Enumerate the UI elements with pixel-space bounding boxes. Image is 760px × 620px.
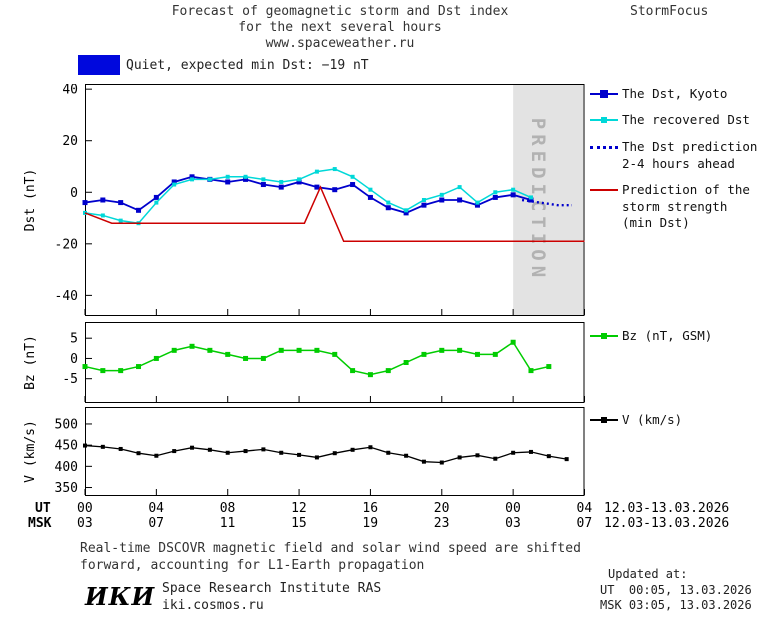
dst-kyoto-marker	[590, 90, 618, 98]
note-line-1: Real-time DSCOVR magnetic field and sola…	[80, 541, 581, 556]
x-tick-label: 11	[219, 516, 236, 531]
x-tick-label: 00	[77, 501, 93, 516]
x-tick-label: 04	[576, 501, 593, 516]
bz-y-tick-label: -5	[62, 372, 78, 387]
dst-kyoto-marker-square	[600, 90, 608, 98]
msk-tick-row: MSK 12.03-13.03.2026 03 07 11 15 19 23 03 07	[0, 516, 760, 531]
v-marker	[590, 417, 618, 423]
recovered-dst-marker	[590, 117, 618, 123]
ut-tick-row: UT 12.03-13.03.2026 00 04 08 12 16 20 00 04	[0, 501, 760, 516]
brand-label: StormFocus	[630, 4, 709, 19]
x-tick-label: 19	[362, 516, 379, 531]
x-tick-label: 23	[433, 516, 450, 531]
legend-bz: Bz (nT, GSM)	[590, 328, 712, 345]
updated-at-label: Updated at:	[608, 567, 688, 581]
legend-bz-label: Bz (nT, GSM)	[622, 328, 713, 343]
note-line-2: forward, accounting for L1-Earth propaga…	[80, 558, 425, 573]
v-line	[84, 444, 567, 464]
legend-storm-line2: storm strength	[622, 198, 728, 214]
v-axis-title: V (km/s)	[23, 420, 38, 483]
recovered-dst-line	[84, 168, 532, 225]
x-tick-label: 07	[576, 516, 593, 531]
title-line-2: for the next several hours	[238, 20, 442, 35]
x-tick-label: 03	[505, 516, 521, 531]
legend-storm-line3: (min Dst)	[622, 215, 690, 230]
legend-v-label: V (km/s)	[622, 412, 683, 427]
legend-dst-kyoto-label: The Dst, Kyoto	[622, 86, 728, 101]
legend-recovered-dst-label: The recovered Dst	[622, 112, 750, 127]
legend-dst-prediction-line2: 2-4 hours ahead	[622, 155, 735, 171]
x-tick-label: 12	[291, 501, 307, 516]
ut-date-range: 12.03-13.03.2026	[604, 501, 730, 516]
storm-prediction-line	[84, 185, 585, 242]
status-color-box	[78, 55, 120, 75]
v-y-tick-label: 350	[55, 481, 78, 496]
iki-site-link[interactable]: iki.cosmos.ru	[162, 598, 264, 613]
x-tick-label: 20	[433, 501, 450, 516]
page-title: Forecast of geomagnetic storm and Dst in…	[120, 4, 560, 52]
updated-ut-time: UT 00:05, 13.03.2026	[600, 583, 752, 597]
ut-axis-label: UT	[35, 501, 51, 516]
iki-logo: ИКИ	[85, 582, 156, 611]
prediction-zone	[513, 85, 583, 315]
legend-recovered-dst: The recovered Dst	[590, 112, 750, 129]
dst-y-tick-label: -20	[55, 237, 78, 252]
dst-kyoto-markers	[82, 174, 534, 216]
institute-name: Space Research Institute RAS	[162, 581, 382, 596]
legend-storm-prediction: Prediction of the storm strength (min Ds…	[590, 182, 750, 232]
updated-msk-time: MSK 03:05, 13.03.2026	[600, 598, 752, 612]
bz-markers	[82, 339, 552, 378]
legend-dst-kyoto: The Dst, Kyoto	[590, 86, 727, 103]
bz-marker	[590, 333, 618, 339]
x-tick-label: 04	[148, 501, 164, 516]
title-line-1: Forecast of geomagnetic storm and Dst in…	[171, 4, 509, 19]
v-y-tick-label: 400	[55, 460, 78, 475]
bz-chart: 5 0 -5 Bz (nT)	[23, 322, 585, 403]
dst-y-tick-label: -40	[55, 289, 78, 304]
bz-y-tick-label: 5	[70, 332, 78, 347]
v-chart: 500 450 400 350 V (km/s)	[23, 407, 585, 496]
v-markers	[83, 443, 569, 465]
bz-marker-square	[601, 333, 607, 339]
bz-y-tick-label: 0	[70, 352, 78, 367]
x-tick-label: 15	[291, 516, 307, 531]
v-plot-frame	[85, 407, 585, 496]
x-tick-label: 16	[362, 501, 379, 516]
legend-v: V (km/s)	[590, 412, 682, 429]
x-tick-label: 07	[148, 516, 164, 531]
x-tick-label: 00	[505, 501, 521, 516]
bz-axis-title: Bz (nT)	[23, 335, 38, 390]
msk-date-range: 12.03-13.03.2026	[604, 516, 730, 531]
spaceweather-link[interactable]: www.spaceweather.ru	[265, 36, 415, 51]
dst-axis-title: Dst (nT)	[23, 169, 38, 232]
v-y-tick-label: 500	[55, 417, 78, 432]
v-y-tick-label: 450	[55, 439, 78, 454]
legend-storm-line1: Prediction of the	[622, 182, 750, 197]
status-text: Quiet, expected min Dst: −19 nT	[126, 58, 369, 73]
bz-plot-frame	[85, 322, 585, 403]
dst-kyoto-line	[84, 175, 532, 214]
legend-dst-prediction-line1: The Dst prediction	[622, 139, 758, 154]
x-tick-label: 08	[219, 501, 236, 516]
v-marker-square	[601, 417, 607, 423]
dst-y-tick-label: 40	[62, 84, 78, 98]
dst-plot-frame	[85, 84, 585, 316]
storm-prediction-marker	[590, 189, 618, 191]
propagation-note: Real-time DSCOVR magnetic field and sola…	[80, 540, 581, 574]
msk-axis-label: MSK	[28, 516, 52, 531]
dst-y-tick-label: 20	[62, 134, 78, 149]
legend-dst-prediction: The Dst prediction 2-4 hours ahead	[590, 139, 757, 172]
x-tick-label: 03	[77, 516, 93, 531]
dst-y-tick-label: 0	[70, 186, 78, 201]
recovered-dst-marker-square	[601, 117, 607, 123]
dst-prediction-marker	[590, 146, 618, 149]
